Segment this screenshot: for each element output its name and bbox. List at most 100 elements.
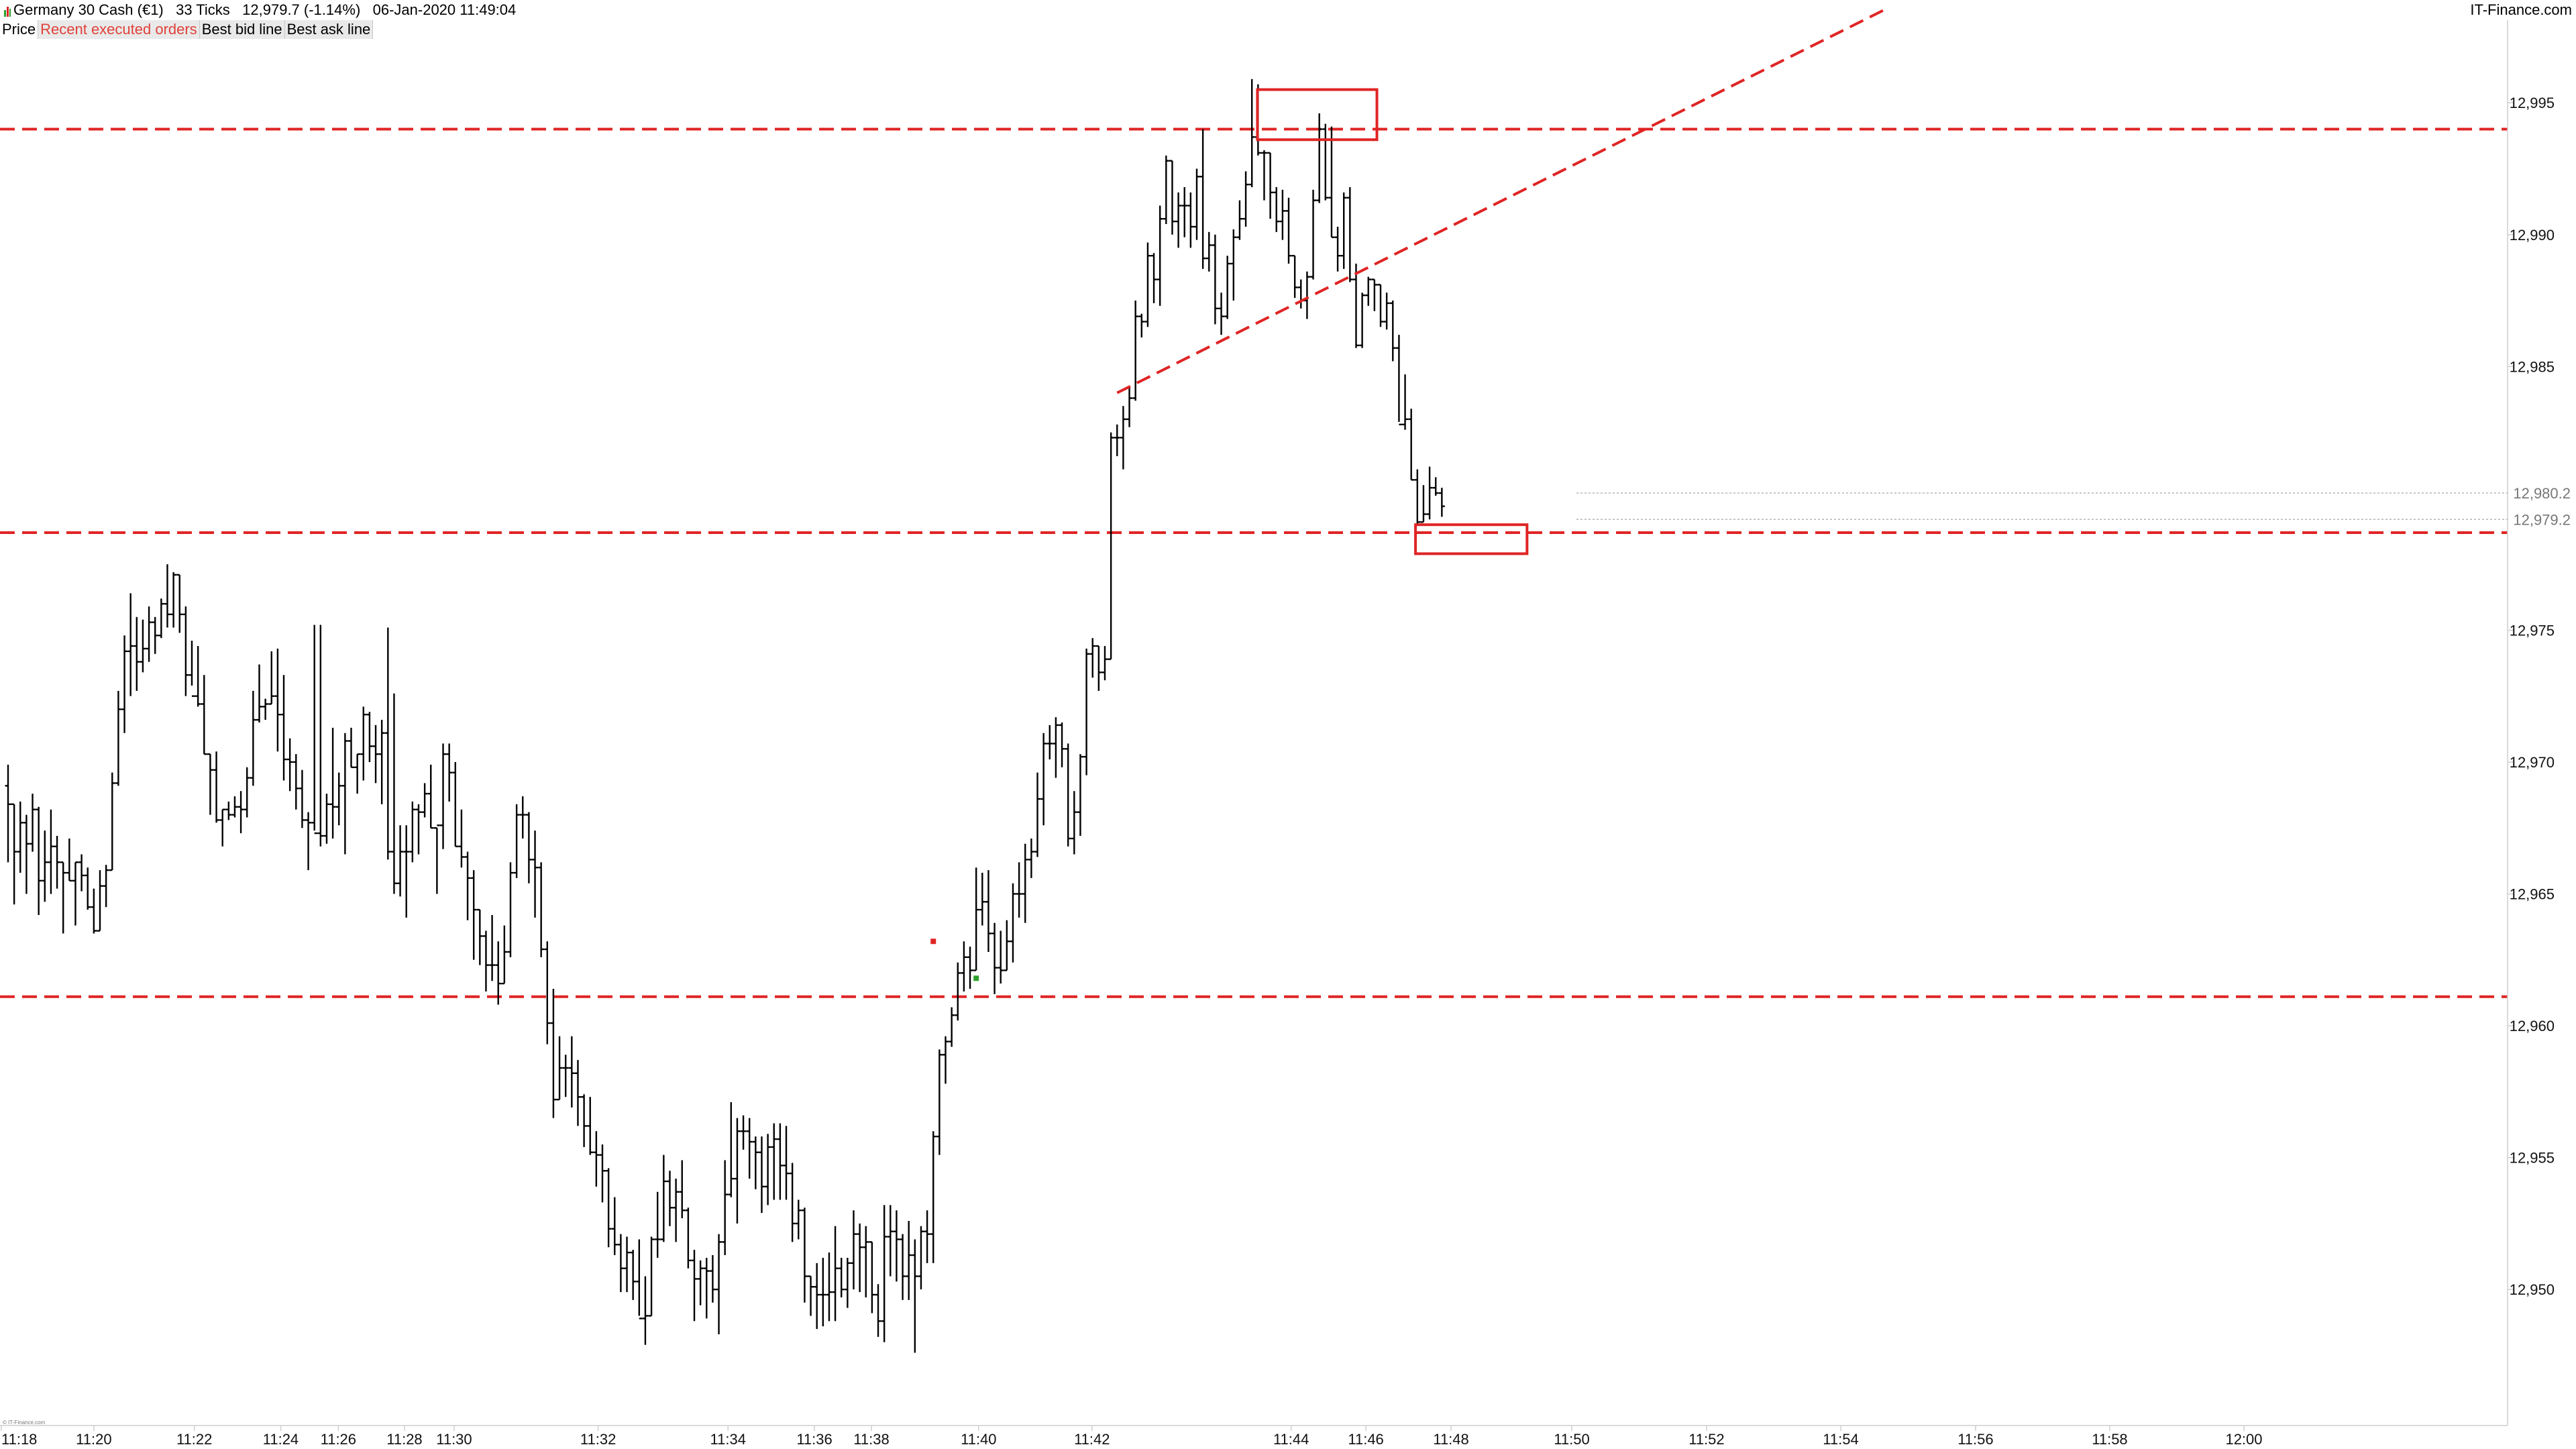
- ohlc-bar-171: [1053, 717, 1059, 778]
- ohlc-bar-38: [237, 791, 244, 834]
- price-tag-bg-1: [2509, 511, 2575, 529]
- x-tick-label-21: 12:00: [2225, 1431, 2262, 1448]
- ohlc-bar-123: [758, 1136, 765, 1214]
- ohlc-bar-14: [91, 888, 97, 934]
- ohlc-bar-129: [795, 1199, 802, 1240]
- ohlc-bar-50: [311, 625, 318, 835]
- ohlc-bar-202: [1242, 171, 1249, 227]
- tab-best-bid-line[interactable]: Best bid line: [199, 20, 285, 39]
- ohlc-bar-149: [918, 1226, 924, 1290]
- x-tick-label-0: 11:18: [1, 1431, 37, 1448]
- ohlc-bar-230: [1414, 469, 1421, 525]
- ohlc-bar-47: [292, 754, 299, 810]
- tab-best-ask-line[interactable]: Best ask line: [284, 20, 374, 39]
- ohlc-bar-40: [250, 690, 256, 786]
- ohlc-bar-166: [1022, 843, 1028, 923]
- tick-interval: 33 Ticks: [176, 1, 230, 18]
- ohlc-bar-176: [1083, 648, 1090, 775]
- ohlc-bar-70: [433, 824, 440, 894]
- ohlc-bar-140: [863, 1226, 869, 1297]
- y-tick-label-1: 12,955: [2510, 1150, 2555, 1167]
- x-tick-label-6: 11:30: [436, 1431, 472, 1448]
- x-tick-label-15: 11:48: [1433, 1431, 1468, 1448]
- ohlc-bar-81: [501, 925, 508, 985]
- ohlc-bar-106: [654, 1191, 661, 1258]
- ohlc-bar-87: [538, 862, 545, 957]
- ohlc-bar-213: [1310, 189, 1317, 280]
- ohlc-bar-179: [1102, 645, 1108, 681]
- ohlc-bar-92: [568, 1036, 575, 1108]
- y-tick-label-7: 12,990: [2510, 227, 2555, 244]
- ohlc-bar-65: [403, 825, 410, 918]
- x-tick-label-4: 11:26: [321, 1431, 356, 1448]
- ohlc-bar-200: [1230, 229, 1237, 301]
- ohlc-bar-161: [991, 922, 998, 994]
- ohlc-bar-175: [1077, 754, 1083, 837]
- ohlc-bar-17: [109, 772, 115, 871]
- sell-order-marker-0: [930, 938, 936, 945]
- ohlc-bar-135: [832, 1226, 839, 1322]
- ohlc-bar-32: [201, 675, 207, 755]
- ohlc-bar-84: [519, 796, 526, 839]
- ohlc-bar-88: [544, 941, 551, 1044]
- ohlc-bar-96: [593, 1131, 600, 1187]
- ohlc-bar-220: [1352, 263, 1359, 348]
- y-tick-label-4: 12,970: [2510, 754, 2555, 771]
- ohlc-bar-79: [489, 914, 496, 981]
- quote-datetime: 06-Jan-2020 11:49:04: [372, 1, 517, 18]
- ohlc-bar-180: [1108, 432, 1114, 660]
- ohlc-bar-225: [1383, 292, 1390, 330]
- tab-price[interactable]: Price: [0, 20, 39, 39]
- ohlc-bar-128: [789, 1163, 796, 1242]
- ohlc-bar-36: [225, 801, 232, 820]
- ohlc-bar-103: [636, 1239, 643, 1320]
- ohlc-bar-90: [556, 1036, 563, 1101]
- ohlc-bar-232: [1426, 466, 1433, 520]
- price-tag-0: 12,980.2: [2513, 485, 2571, 502]
- y-tick-label-2: 12,960: [2510, 1018, 2555, 1034]
- ohlc-bar-76: [470, 870, 477, 960]
- ohlc-bar-151: [930, 1131, 936, 1263]
- ohlc-bar-102: [630, 1250, 637, 1300]
- ohlc-bar-218: [1340, 192, 1347, 269]
- ohlc-bar-211: [1297, 279, 1304, 309]
- ohlc-bar-115: [709, 1255, 716, 1303]
- ohlc-bar-195: [1199, 129, 1206, 269]
- ohlc-bar-98: [605, 1168, 612, 1248]
- ohlc-bar-209: [1285, 197, 1292, 264]
- ohlc-bar-78: [482, 930, 489, 991]
- ohlc-bar-196: [1205, 231, 1212, 272]
- ohlc-bar-57: [354, 753, 361, 794]
- y-tick-label-5: 12,975: [2510, 622, 2555, 639]
- ohlc-bar-121: [746, 1118, 753, 1179]
- ohlc-bar-150: [924, 1210, 930, 1263]
- x-tick-label-1: 11:20: [76, 1431, 111, 1448]
- ohlc-bar-15: [97, 870, 103, 932]
- ohlc-bar-172: [1059, 722, 1065, 767]
- ohlc-bar-147: [906, 1220, 912, 1300]
- ohlc-bar-11: [72, 861, 78, 926]
- ohlc-bar-227: [1395, 335, 1402, 425]
- ohlc-bar-43: [268, 651, 275, 705]
- ohlc-bar-203: [1248, 78, 1255, 187]
- ohlc-bar-168: [1034, 772, 1041, 857]
- ohlc-bar-35: [219, 808, 226, 847]
- title-bar: Germany 30 Cash (€1) 33 Ticks 12,979.7 (…: [0, 0, 2576, 20]
- tab-recent-executed-orders[interactable]: Recent executed orders: [38, 20, 200, 39]
- ohlc-bar-42: [262, 698, 269, 720]
- ohlc-bar-144: [887, 1205, 894, 1277]
- ohlc-bar-23: [146, 606, 152, 662]
- ohlc-bar-181: [1114, 424, 1120, 456]
- ohlc-bar-45: [280, 675, 287, 781]
- ohlc-bar-130: [801, 1208, 808, 1303]
- x-tick-label-8: 11:34: [710, 1431, 746, 1448]
- ohlc-bar-20: [127, 593, 134, 696]
- ohlc-bar-137: [844, 1257, 851, 1308]
- ohlc-bar-1: [11, 803, 17, 905]
- ohlc-bar-197: [1212, 234, 1218, 325]
- ohlc-bar-223: [1371, 278, 1378, 311]
- ohlc-bar-29: [182, 606, 189, 696]
- ohlc-bar-215: [1322, 123, 1329, 201]
- ohlc-bar-206: [1267, 152, 1274, 219]
